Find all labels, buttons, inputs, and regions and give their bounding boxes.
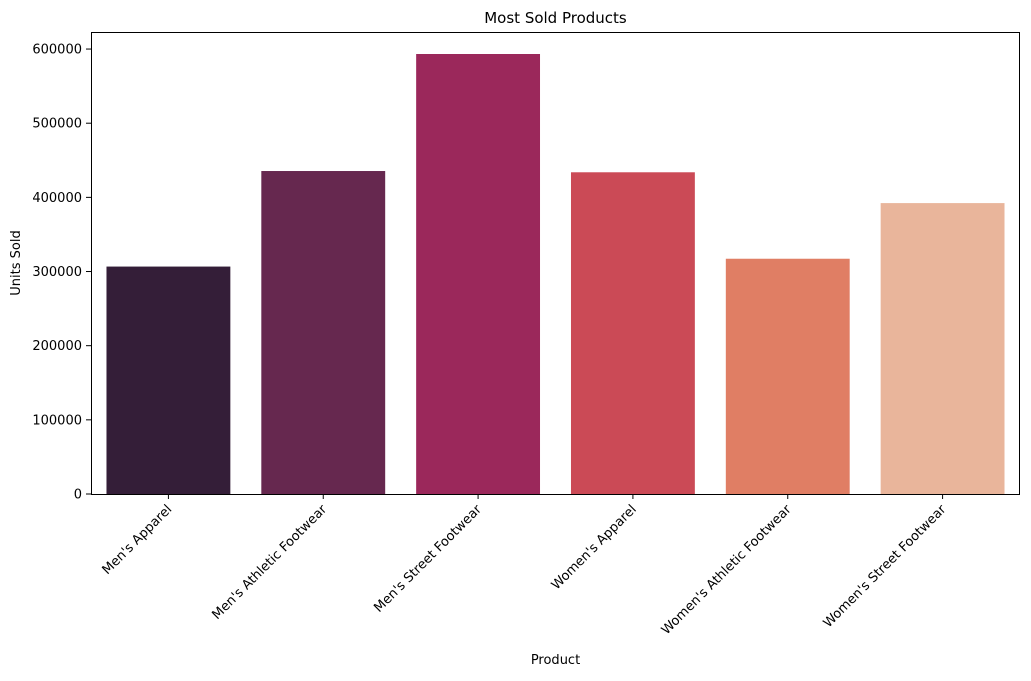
y-tick-label: 400000 <box>32 191 82 206</box>
y-tick-label: 500000 <box>32 117 82 132</box>
y-tick-label: 0 <box>74 488 82 503</box>
x-axis-ticks: Men's Apparel Men's Athletic Footwear Men'… <box>100 494 950 638</box>
y-axis-title: Units Sold <box>9 230 24 295</box>
bar-5 <box>880 203 1005 494</box>
y-tick-label: 200000 <box>32 339 82 354</box>
bars-layer <box>106 54 1005 494</box>
x-tick-label: Women's Street Footwear <box>821 502 950 631</box>
y-tick-label: 100000 <box>32 413 82 428</box>
x-tick-label: Women's Apparel <box>549 502 640 593</box>
bar-0 <box>106 266 231 494</box>
bar-2 <box>416 54 541 494</box>
y-tick-label: 300000 <box>32 265 82 280</box>
x-tick-label: Men's Athletic Footwear <box>210 502 331 623</box>
x-tick-label: Men's Apparel <box>100 502 176 578</box>
chart-title: Most Sold Products <box>484 9 627 27</box>
y-axis-ticks: 0 100000 200000 300000 400000 500000 600000 <box>32 43 91 503</box>
plot-frame <box>91 32 1020 495</box>
x-tick-label: Women's Athletic Footwear <box>659 502 795 638</box>
bar-4 <box>725 258 850 494</box>
x-axis-title: Product <box>531 653 580 668</box>
bar-1 <box>261 171 386 494</box>
bar-3 <box>570 172 695 494</box>
y-tick-label: 600000 <box>32 43 82 58</box>
x-tick-label: Men's Street Footwear <box>371 502 485 616</box>
